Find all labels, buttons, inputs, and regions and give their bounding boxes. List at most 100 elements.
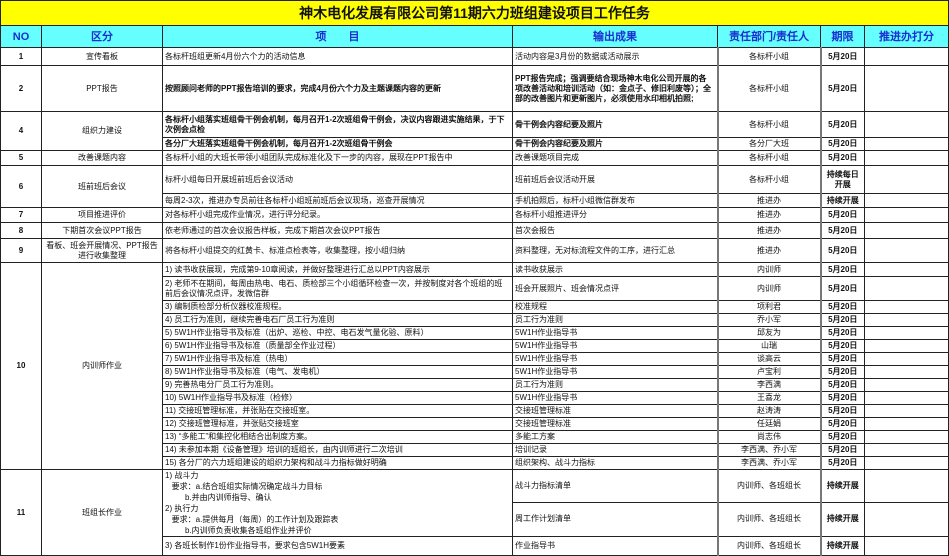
owner-text: 任廷娟 [717,417,822,431]
table-row: 5) 5W1H作业指导书及标准（出炉、巡检、中控、电石发气量化验、原料） 5W1H… [1,326,949,340]
item-text: 5) 5W1H作业指导书及标准（出炉、巡检、中控、电石发气量化验、原料） [162,326,513,340]
table-row: 4 组织力建设 各标杆小组落实班组骨干例会机制，每月召开1-2次班组骨干例会，决议内… [0,111,949,151]
score-cell[interactable] [863,238,949,263]
score-cell[interactable] [863,501,949,538]
score-cell[interactable] [863,404,949,418]
table-row: 15) 各分厂的六力班组建设的组织力架构和战斗力指标做好明确 组织架构、战斗力指标… [1,456,949,470]
item-text: 标杆小组每日开展班前班后会议活动 [162,165,513,194]
score-cell[interactable] [863,222,949,239]
score-cell[interactable] [863,391,949,405]
table-row: 12) 交接班管理标准，并张贴交接班室 交接班管理标准 任廷娟 5月20日 [1,417,949,431]
score-cell[interactable] [863,443,949,457]
score-cell[interactable] [863,313,949,327]
output-text: 员工行为准则 [512,313,719,327]
deadline-text: 5月20日 [820,326,865,340]
row-number: 8 [0,222,42,239]
row-category: 下期首次会议PPT报告 [41,222,163,239]
score-cell[interactable] [863,262,949,277]
item-text: 14) 未参加本期《设备管理》培训的班组长，由内训师进行二次培训 [162,443,513,457]
item-text: 4) 员工行为准则，继续完善电石厂员工行为准则 [162,313,513,327]
score-cell[interactable] [863,430,949,444]
score-cell[interactable] [863,300,949,314]
score-cell[interactable] [863,65,949,112]
sheet-title: 神木电化发展有限公司第11期六力班组建设项目工作任务 [0,0,949,26]
item-line: 1) 战斗力 [165,471,199,480]
table-row: 10 内训师作业 1) 读书收获展现，完成第9-10章阅读，并做好整理进行汇总以PP… [0,262,949,470]
score-cell[interactable] [863,417,949,431]
output-text: 5W1H作业指导书 [512,391,719,405]
table-row: 9 看板、班会开展情况、PPT报告进行收集整理 将各标杆小组提交的红黄卡、标准点检表… [0,238,949,263]
item-text: 1) 战斗力 要求：a.结合班组实际情况确定战斗力目标 b.并由内训师指导、确认… [162,469,513,537]
owner-text: 内训师、各班组长 [717,501,822,538]
item-text: 将各标杆小组提交的红黄卡、标准点检表等，收集整理，按小组归纳 [162,238,513,263]
deadline-text: 5月20日 [820,391,865,405]
item-text: 8) 5W1H作业指导书及标准（电气、发电机） [162,365,513,379]
row-number: 7 [0,207,42,223]
owner-text: 赵涛涛 [717,404,822,418]
deadline-text: 5月20日 [820,276,865,301]
owner-text: 各标杆小组 [717,111,822,138]
score-cell[interactable] [863,365,949,379]
table-row: 每周2-3次，推进办专员前往各标杆小组班前班后会议现场，巡查开展情况 手机拍照后，… [1,193,949,208]
score-cell[interactable] [863,193,949,208]
owner-text: 尚志伟 [717,430,822,444]
owner-text: 各标杆小组 [717,47,822,66]
deadline-text: 持续每日开展 [820,165,865,194]
row-category: 改善课题内容 [41,150,163,166]
header-score: 推进办打分 [863,25,949,48]
score-cell[interactable] [863,326,949,340]
item-text: 12) 交接班管理标准，并张贴交接班室 [162,417,513,431]
score-cell[interactable] [863,165,949,194]
deadline-text: 5月20日 [820,456,865,470]
deadline-text: 5月20日 [820,417,865,431]
score-cell[interactable] [863,536,949,556]
score-cell[interactable] [863,111,949,138]
row-category: 组织力建设 [41,111,163,151]
deadline-text: 5月20日 [820,207,865,223]
table-row: 5 改善课题内容 各标杆小组的大班长带领小组团队完成标准化及下一步的内容，展现在PP… [0,150,949,166]
table-row: 6 班前班后会议 标杆小组每日开展班前班后会议活动 班前班后会议活动开展 各标杆小组 持续… [0,165,949,208]
output-text: 多能工方案 [512,430,719,444]
row-number: 10 [0,262,42,470]
item-text: 6) 5W1H作业指导书及标准（质量部全作业过程） [162,339,513,353]
item-text: 15) 各分厂的六力班组建设的组织力架构和战斗力指标做好明确 [162,456,513,470]
deadline-text: 持续开展 [820,469,865,503]
table-row: 11 班组长作业 1) 战斗力 要求：a.结合班组实际情况确定战斗力目标 b.并由内… [0,469,949,556]
deadline-text: 5月20日 [820,443,865,457]
item-text: 10) 5W1H作业指导书及标准（检修） [162,391,513,405]
output-text: 组织架构、战斗力指标 [512,456,719,470]
row-category: 看板、班会开展情况、PPT报告进行收集整理 [41,238,163,263]
owner-text: 推进办 [717,193,822,208]
output-text: PPT报告完成；强调要结合现场神木电化公司开展的各项改善活动和培训活动（如：金点… [512,65,719,112]
score-cell[interactable] [863,469,949,503]
score-cell[interactable] [863,339,949,353]
deadline-text: 5月20日 [820,222,865,239]
score-cell[interactable] [863,276,949,301]
score-cell[interactable] [863,150,949,166]
header-no: NO [0,25,42,48]
output-text: 交接班管理标准 [512,417,719,431]
score-cell[interactable] [863,207,949,223]
output-text: 作业指导书 [512,536,719,556]
row-number: 2 [0,65,42,112]
deadline-text: 5月20日 [820,150,865,166]
score-cell[interactable] [863,378,949,392]
owner-text: 李西满 [717,378,822,392]
header-output: 输出成果 [512,25,718,48]
score-cell[interactable] [863,456,949,470]
deadline-text: 持续开展 [820,193,865,208]
score-cell[interactable] [863,352,949,366]
item-line: 要求：a.提供每月（每周）的工作计划及跟踪表 [165,515,339,524]
item-line: b.内训师负责收集各班组作业并评价 [165,526,312,535]
deadline-text: 5月20日 [820,352,865,366]
row-number: 1 [0,47,42,66]
table-row: 13) “多能工”和集控化相结合出制度方案。 多能工方案 尚志伟 5月20日 [1,430,949,444]
table-row: 14) 未参加本期《设备管理》培训的班组长，由内训师进行二次培训 培训记录 李西满、… [1,443,949,457]
row-category: 班组长作业 [41,469,163,556]
item-text: 各标杆小组落实班组骨干例会机制，每月召开1-2次班组骨干例会，决议内容跟进实施结… [162,111,513,138]
score-cell[interactable] [863,47,949,66]
row-number: 6 [0,165,42,208]
owner-text: 各标杆小组 [717,65,822,112]
output-text: 员工行为准则 [512,378,719,392]
score-cell[interactable] [863,137,949,151]
